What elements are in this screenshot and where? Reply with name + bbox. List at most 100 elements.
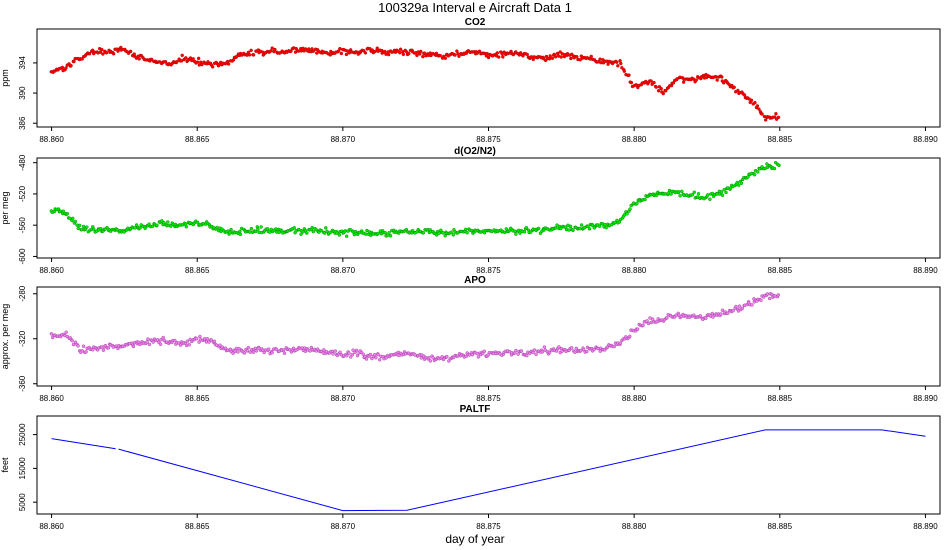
data-point — [61, 209, 66, 213]
data-point — [155, 223, 159, 227]
data-point — [664, 88, 668, 93]
data-point — [238, 229, 242, 234]
data-point — [618, 58, 622, 63]
panel-title: CO2 — [465, 17, 486, 28]
data-point — [616, 64, 620, 68]
data-point — [698, 314, 702, 318]
data-point — [732, 85, 736, 89]
data-point — [604, 225, 608, 230]
data-point — [680, 189, 684, 194]
y-tick-label: -360 — [18, 375, 27, 392]
data-point — [145, 340, 149, 344]
data-point — [532, 348, 537, 352]
data-point — [229, 227, 233, 232]
figure-title: 100329a Interval e Aircraft Data 1 — [378, 0, 572, 15]
data-point — [421, 54, 425, 59]
data-point — [158, 342, 163, 346]
data-point — [681, 80, 686, 84]
data-point — [200, 62, 204, 67]
data-point — [337, 233, 342, 237]
data-point — [70, 339, 74, 343]
data-point — [209, 338, 214, 342]
data-point — [765, 165, 770, 170]
data-point — [246, 345, 251, 350]
data-point — [73, 219, 78, 224]
data-point — [374, 356, 378, 360]
data-point — [555, 223, 559, 227]
x-tick-label: 88.870 — [331, 522, 356, 531]
data-point — [273, 47, 277, 52]
data-point — [760, 165, 764, 169]
data-point — [629, 80, 634, 85]
data-point — [100, 47, 104, 52]
data-point — [210, 65, 215, 69]
data-point — [365, 228, 369, 233]
data-point — [628, 334, 632, 339]
data-point — [299, 232, 303, 236]
data-point — [76, 344, 80, 348]
data-point — [777, 163, 781, 168]
data-point — [247, 53, 252, 57]
data-point — [497, 55, 501, 59]
data-point — [755, 104, 760, 108]
data-point — [410, 228, 415, 233]
x-tick-label: 88.890 — [913, 135, 938, 144]
data-point — [325, 229, 329, 234]
data-point — [377, 358, 382, 362]
data-point — [401, 52, 406, 57]
data-point — [180, 53, 184, 58]
data-point — [253, 229, 258, 234]
data-point — [441, 231, 445, 235]
data-point — [103, 343, 108, 348]
data-point — [495, 51, 500, 55]
data-point — [553, 226, 558, 230]
data-point — [445, 355, 449, 359]
data-point — [160, 219, 164, 223]
data-point — [350, 352, 355, 357]
x-tick-label: 88.860 — [39, 522, 64, 531]
data-point — [212, 339, 217, 344]
data-point — [310, 225, 314, 230]
data-point — [477, 49, 482, 53]
data-point — [719, 312, 723, 316]
data-point — [368, 352, 373, 357]
data-point — [177, 341, 181, 345]
data-point — [131, 344, 136, 349]
x-tick-label: 88.875 — [476, 394, 501, 403]
data-point — [422, 51, 427, 55]
y-axis-label: feet — [0, 457, 10, 473]
data-point — [592, 347, 596, 352]
data-point — [383, 231, 387, 235]
data-point — [622, 69, 627, 73]
x-tick-label: 88.865 — [185, 135, 210, 144]
x-tick-label: 88.870 — [331, 266, 356, 275]
data-point — [71, 342, 76, 347]
data-point — [376, 231, 380, 236]
x-tick-label: 88.890 — [913, 522, 938, 531]
x-tick-label: 88.860 — [39, 394, 64, 403]
data-point — [578, 58, 582, 62]
data-point — [513, 229, 517, 233]
data-point — [292, 226, 296, 230]
data-point — [606, 62, 610, 66]
data-point — [338, 350, 342, 354]
data-point — [641, 323, 645, 327]
data-point — [187, 343, 191, 347]
data-point — [64, 330, 68, 334]
data-point — [720, 193, 725, 197]
data-point — [772, 166, 777, 171]
y-tick-label: -320 — [18, 330, 27, 347]
data-point — [196, 56, 201, 61]
data-point — [650, 317, 655, 321]
data-point — [434, 233, 439, 237]
data-point — [776, 115, 781, 120]
x-tick-label: 88.885 — [768, 394, 793, 403]
data-point — [750, 303, 754, 307]
y-tick-label: 390 — [18, 86, 27, 100]
data-point — [767, 296, 772, 301]
data-point — [266, 347, 271, 351]
data-point — [765, 292, 770, 296]
data-point — [106, 346, 111, 350]
y-tick-label: 394 — [18, 56, 27, 70]
